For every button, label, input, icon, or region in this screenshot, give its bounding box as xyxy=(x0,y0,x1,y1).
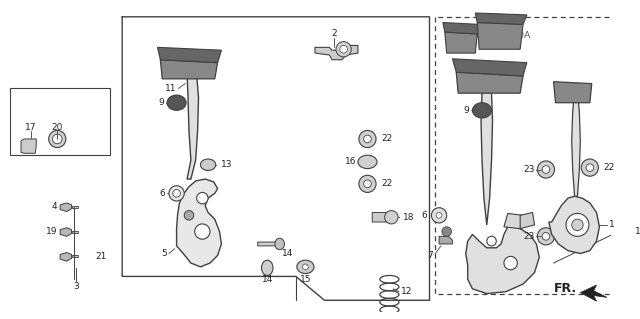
Circle shape xyxy=(442,227,451,236)
Text: 9: 9 xyxy=(464,106,470,115)
Bar xyxy=(10,88,110,155)
Circle shape xyxy=(336,41,351,57)
Text: 22: 22 xyxy=(604,163,614,172)
Polygon shape xyxy=(177,179,221,267)
Circle shape xyxy=(364,135,371,143)
Polygon shape xyxy=(452,59,527,76)
Polygon shape xyxy=(60,228,72,236)
Text: 14: 14 xyxy=(282,249,293,258)
Text: 23: 23 xyxy=(523,165,534,174)
Text: 8: 8 xyxy=(481,24,487,33)
Text: 22: 22 xyxy=(382,135,393,144)
Ellipse shape xyxy=(275,238,284,250)
Ellipse shape xyxy=(297,260,314,274)
Text: 6: 6 xyxy=(159,189,165,198)
Circle shape xyxy=(173,189,180,197)
Polygon shape xyxy=(161,60,218,79)
Text: 12: 12 xyxy=(401,287,412,296)
Circle shape xyxy=(504,256,517,270)
Polygon shape xyxy=(572,88,580,196)
Text: 11: 11 xyxy=(165,84,177,93)
Text: 10: 10 xyxy=(635,227,640,236)
Polygon shape xyxy=(580,285,607,301)
Text: 16: 16 xyxy=(344,157,356,167)
Text: FR.: FR. xyxy=(554,282,577,295)
Circle shape xyxy=(364,180,371,188)
Text: 7: 7 xyxy=(428,251,433,260)
Polygon shape xyxy=(445,32,477,53)
Polygon shape xyxy=(481,69,493,225)
Text: 22: 22 xyxy=(382,179,393,188)
Circle shape xyxy=(542,233,550,240)
Polygon shape xyxy=(443,23,480,34)
Circle shape xyxy=(431,208,447,223)
Text: 3: 3 xyxy=(74,282,79,292)
Text: 15: 15 xyxy=(300,275,311,284)
Polygon shape xyxy=(549,196,600,254)
Polygon shape xyxy=(187,60,198,179)
Polygon shape xyxy=(60,253,72,261)
Polygon shape xyxy=(157,47,221,63)
Polygon shape xyxy=(60,203,72,211)
Text: 13: 13 xyxy=(221,160,233,169)
Text: 20: 20 xyxy=(52,123,63,132)
Polygon shape xyxy=(554,82,592,103)
Circle shape xyxy=(436,212,442,218)
Ellipse shape xyxy=(200,159,216,170)
Circle shape xyxy=(340,45,348,53)
Circle shape xyxy=(542,166,550,173)
Ellipse shape xyxy=(262,260,273,276)
Text: 23: 23 xyxy=(523,232,534,241)
Polygon shape xyxy=(466,225,540,293)
Ellipse shape xyxy=(358,155,377,168)
Circle shape xyxy=(487,236,496,246)
Ellipse shape xyxy=(167,95,186,110)
Text: SLN4B2300A: SLN4B2300A xyxy=(472,31,531,41)
Polygon shape xyxy=(72,231,78,233)
Ellipse shape xyxy=(538,161,554,178)
Polygon shape xyxy=(72,256,78,257)
Ellipse shape xyxy=(385,211,398,224)
Text: 6: 6 xyxy=(422,211,428,220)
Circle shape xyxy=(184,211,194,220)
Text: 19: 19 xyxy=(46,227,57,236)
Polygon shape xyxy=(439,236,452,244)
Polygon shape xyxy=(504,213,523,229)
Polygon shape xyxy=(477,23,523,49)
Circle shape xyxy=(196,192,208,204)
Text: 2: 2 xyxy=(332,29,337,39)
Polygon shape xyxy=(372,212,391,222)
Text: 4: 4 xyxy=(52,202,57,211)
Circle shape xyxy=(566,213,589,236)
Circle shape xyxy=(572,219,583,231)
Text: 18: 18 xyxy=(403,213,414,222)
Ellipse shape xyxy=(472,103,492,118)
Polygon shape xyxy=(476,13,527,25)
Text: 17: 17 xyxy=(25,123,36,132)
Ellipse shape xyxy=(49,130,66,148)
Text: 21: 21 xyxy=(95,252,107,261)
Ellipse shape xyxy=(538,228,554,245)
Text: 1: 1 xyxy=(609,220,614,229)
Ellipse shape xyxy=(359,130,376,148)
Polygon shape xyxy=(21,139,36,153)
Polygon shape xyxy=(520,212,534,229)
Text: 9: 9 xyxy=(159,98,164,107)
Polygon shape xyxy=(315,45,358,60)
Circle shape xyxy=(195,224,210,239)
Polygon shape xyxy=(72,206,78,208)
Ellipse shape xyxy=(359,175,376,192)
Circle shape xyxy=(169,186,184,201)
Text: 14: 14 xyxy=(262,275,273,284)
Circle shape xyxy=(586,164,594,171)
Ellipse shape xyxy=(581,159,598,176)
Polygon shape xyxy=(456,72,523,93)
Circle shape xyxy=(52,134,62,144)
Circle shape xyxy=(303,264,308,270)
Text: 5: 5 xyxy=(161,249,167,258)
Polygon shape xyxy=(258,242,280,246)
